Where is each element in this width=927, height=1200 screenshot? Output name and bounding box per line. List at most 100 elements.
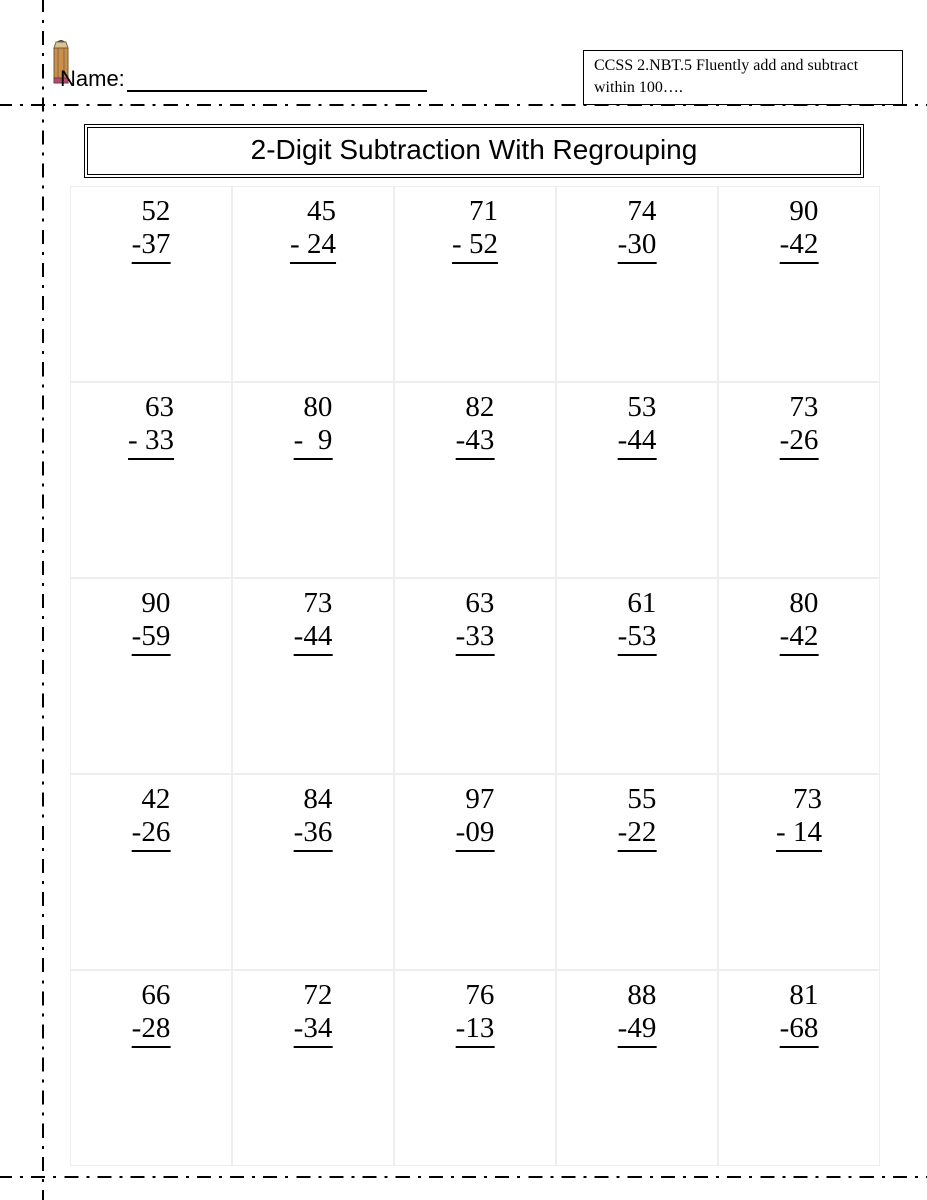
subtraction-problem: 73 -44 <box>294 587 333 656</box>
subtraction-problem: 63 -33 <box>456 587 495 656</box>
problem-cell: 72 -34 <box>232 970 394 1166</box>
subtrahend: -43 <box>456 424 495 459</box>
problem-cell: 80 - 9 <box>232 382 394 578</box>
minuend: 72 <box>303 979 332 1011</box>
minuend: 53 <box>627 391 656 423</box>
subtraction-problem: 81 -68 <box>780 979 819 1048</box>
problem-cell: 74 -30 <box>556 186 718 382</box>
subtraction-problem: 80 -42 <box>780 587 819 656</box>
subtraction-problem: 66 -28 <box>132 979 171 1048</box>
subtrahend: -36 <box>294 816 333 851</box>
problems-grid: 52 -37 45 - 24 71 - 52 74 -30 90 -42 63 - 33 8… <box>70 186 880 1166</box>
minuend: 88 <box>627 979 656 1011</box>
subtraction-problem: 88 -49 <box>618 979 657 1048</box>
minuend: 90 <box>141 587 170 619</box>
subtraction-problem: 61 -53 <box>618 587 657 656</box>
subtrahend: - 9 <box>294 424 333 459</box>
subtraction-problem: 73 - 14 <box>776 783 822 852</box>
problem-cell: 81 -68 <box>718 970 880 1166</box>
subtrahend: -22 <box>618 816 657 851</box>
subtrahend: -09 <box>456 816 495 851</box>
problem-cell: 73 -44 <box>232 578 394 774</box>
minuend: 74 <box>627 195 656 227</box>
subtrahend: -44 <box>618 424 657 459</box>
problem-cell: 76 -13 <box>394 970 556 1166</box>
minuend: 63 <box>465 587 494 619</box>
ccss-text: CCSS 2.NBT.5 Fluently add and subtract w… <box>594 57 858 96</box>
problem-cell: 80 -42 <box>718 578 880 774</box>
minuend: 71 <box>469 195 498 227</box>
problem-cell: 88 -49 <box>556 970 718 1166</box>
subtraction-problem: 90 -59 <box>132 587 171 656</box>
subtraction-problem: 97 -09 <box>456 783 495 852</box>
problem-cell: 73 - 14 <box>718 774 880 970</box>
problem-cell: 55 -22 <box>556 774 718 970</box>
problem-cell: 45 - 24 <box>232 186 394 382</box>
minuend: 90 <box>789 195 818 227</box>
problem-cell: 66 -28 <box>70 970 232 1166</box>
minuend: 55 <box>627 783 656 815</box>
problem-cell: 63 -33 <box>394 578 556 774</box>
minuend: 42 <box>141 783 170 815</box>
problem-cell: 84 -36 <box>232 774 394 970</box>
subtraction-problem: 55 -22 <box>618 783 657 852</box>
subtrahend: -26 <box>132 816 171 851</box>
minuend: 66 <box>141 979 170 1011</box>
problem-cell: 90 -42 <box>718 186 880 382</box>
subtraction-problem: 73 -26 <box>780 391 819 460</box>
minuend: 73 <box>793 783 822 815</box>
minuend: 97 <box>465 783 494 815</box>
name-label: Name: <box>60 66 125 92</box>
subtrahend: -42 <box>780 228 819 263</box>
problem-cell: 71 - 52 <box>394 186 556 382</box>
minuend: 80 <box>789 587 818 619</box>
minuend: 45 <box>307 195 336 227</box>
subtraction-problem: 52 -37 <box>132 195 171 264</box>
subtrahend: -44 <box>294 620 333 655</box>
subtrahend: -49 <box>618 1012 657 1047</box>
subtrahend: - 24 <box>290 228 336 263</box>
subtraction-problem: 53 -44 <box>618 391 657 460</box>
name-field: Name: <box>60 66 427 92</box>
subtraction-problem: 45 - 24 <box>290 195 336 264</box>
problem-cell: 52 -37 <box>70 186 232 382</box>
worksheet-header: Name: CCSS 2.NBT.5 Fluently add and subt… <box>0 0 927 104</box>
vertical-cut-line <box>42 0 44 1200</box>
subtraction-problem: 71 - 52 <box>452 195 498 264</box>
problem-cell: 82 -43 <box>394 382 556 578</box>
problem-cell: 73 -26 <box>718 382 880 578</box>
problem-cell: 63 - 33 <box>70 382 232 578</box>
subtrahend: -42 <box>780 620 819 655</box>
problem-cell: 97 -09 <box>394 774 556 970</box>
subtrahend: -30 <box>618 228 657 263</box>
minuend: 84 <box>303 783 332 815</box>
minuend: 63 <box>145 391 174 423</box>
title-text: 2-Digit Subtraction With Regrouping <box>251 134 698 165</box>
minuend: 76 <box>465 979 494 1011</box>
minuend: 52 <box>141 195 170 227</box>
subtrahend: -37 <box>132 228 171 263</box>
problem-cell: 42 -26 <box>70 774 232 970</box>
worksheet-title: 2-Digit Subtraction With Regrouping <box>84 124 864 178</box>
subtraction-problem: 82 -43 <box>456 391 495 460</box>
subtraction-problem: 90 -42 <box>780 195 819 264</box>
subtraction-problem: 72 -34 <box>294 979 333 1048</box>
subtraction-problem: 84 -36 <box>294 783 333 852</box>
subtrahend: - 52 <box>452 228 498 263</box>
subtraction-problem: 63 - 33 <box>128 391 174 460</box>
name-input-line[interactable] <box>127 70 427 92</box>
subtrahend: -26 <box>780 424 819 459</box>
minuend: 73 <box>789 391 818 423</box>
subtrahend: -68 <box>780 1012 819 1047</box>
subtrahend: -33 <box>456 620 495 655</box>
subtrahend: - 33 <box>128 424 174 459</box>
subtraction-problem: 80 - 9 <box>294 391 333 460</box>
problem-cell: 90 -59 <box>70 578 232 774</box>
minuend: 81 <box>789 979 818 1011</box>
subtrahend: - 14 <box>776 816 822 851</box>
horizontal-cut-line-bottom <box>0 1176 927 1178</box>
subtrahend: -13 <box>456 1012 495 1047</box>
subtrahend: -53 <box>618 620 657 655</box>
subtrahend: -59 <box>132 620 171 655</box>
ccss-standard-box: CCSS 2.NBT.5 Fluently add and subtract w… <box>583 50 903 105</box>
